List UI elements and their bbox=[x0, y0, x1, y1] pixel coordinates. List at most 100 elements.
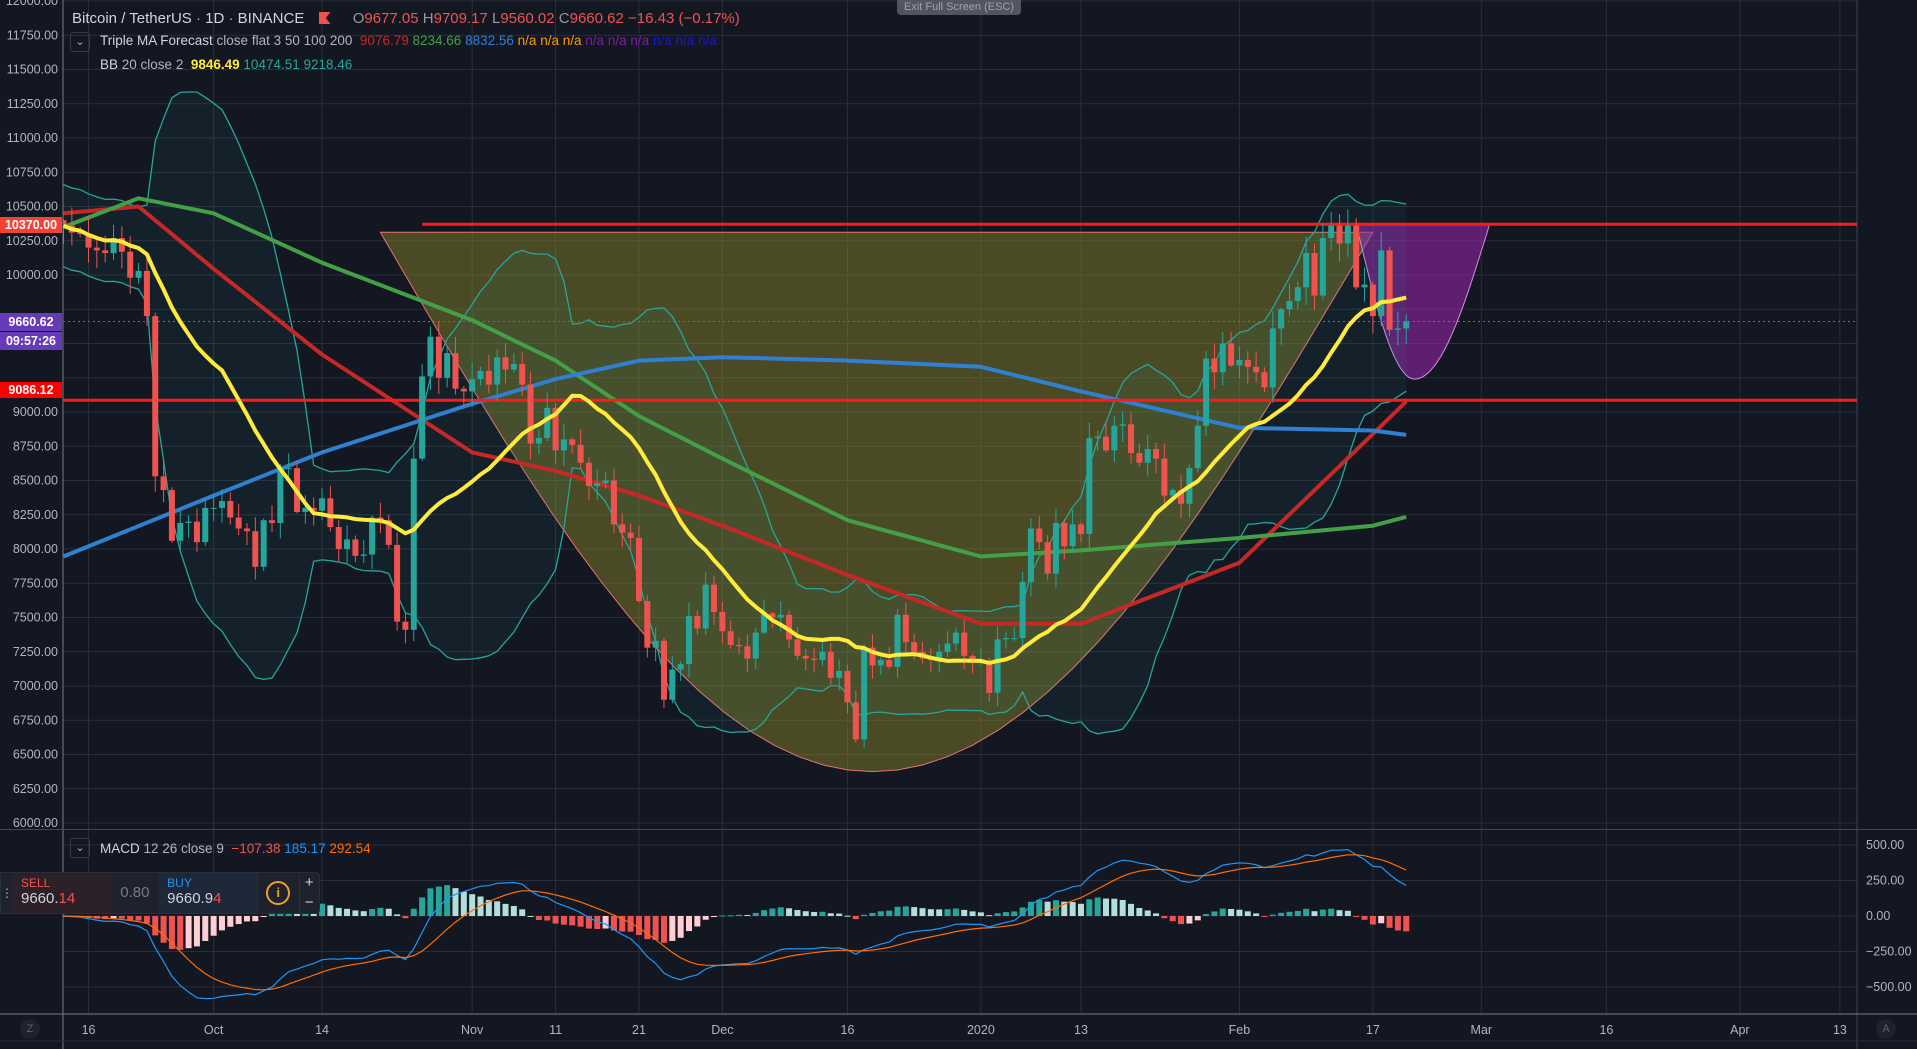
macd-histogram-bar bbox=[485, 899, 492, 916]
macd-histogram-bar bbox=[1236, 909, 1243, 916]
price-axis-tick: 10250.00 bbox=[6, 234, 58, 248]
macd-histogram-bar bbox=[852, 916, 859, 920]
interval[interactable]: 1D bbox=[205, 10, 225, 27]
price-axis-tick: 8000.00 bbox=[13, 542, 58, 556]
increase-button[interactable]: + bbox=[304, 874, 314, 891]
macd-histogram-bar bbox=[919, 908, 926, 916]
macd-histogram-bar bbox=[1403, 916, 1410, 932]
macd-histogram-bar bbox=[1128, 903, 1135, 916]
macd-histogram-bar bbox=[469, 894, 476, 916]
candle-body bbox=[302, 507, 309, 513]
time-axis-tick: Apr bbox=[1730, 1023, 1749, 1037]
macd-histogram-bar bbox=[1161, 916, 1168, 919]
macd-collapse-chevron-icon[interactable]: ⌄ bbox=[70, 838, 90, 858]
bb-legend[interactable]: BB 20 close 2 9846.49 10474.51 9218.46 bbox=[100, 57, 353, 72]
candle-body bbox=[1111, 425, 1118, 451]
price-axis-tick: 6000.00 bbox=[13, 816, 58, 830]
macd-histogram-bar bbox=[569, 916, 576, 926]
macd-histogram-bar bbox=[1044, 901, 1051, 916]
candle-body bbox=[652, 640, 659, 648]
candle-body bbox=[727, 631, 734, 645]
candle-body bbox=[1353, 225, 1360, 288]
macd-histogram-bar bbox=[510, 905, 517, 916]
macd-histogram-bar bbox=[652, 916, 659, 940]
macd-histogram-bar bbox=[335, 907, 342, 916]
macd-histogram-bar bbox=[602, 916, 609, 929]
price-axis-tick: 11000.00 bbox=[7, 131, 58, 145]
info-button[interactable]: i bbox=[256, 873, 299, 913]
candle-body bbox=[269, 520, 275, 523]
candle-body bbox=[677, 664, 684, 670]
candle-body bbox=[1261, 372, 1268, 388]
candle-body bbox=[1019, 581, 1026, 639]
macd-histogram-bar bbox=[1186, 916, 1193, 924]
macd-histogram-bar bbox=[911, 907, 918, 916]
macd-histogram-bar bbox=[610, 916, 617, 931]
candle-body bbox=[277, 468, 284, 523]
drag-handle-icon[interactable]: ⋮⋮ bbox=[1, 873, 25, 913]
flag-icon[interactable] bbox=[318, 12, 331, 24]
candle-body bbox=[369, 517, 376, 555]
macd-histogram-bar bbox=[168, 916, 175, 950]
candle-body bbox=[310, 507, 317, 511]
candle-body bbox=[460, 388, 467, 392]
macd-histogram-bar bbox=[677, 916, 684, 938]
macd-histogram-bar bbox=[786, 908, 793, 916]
candle-body bbox=[527, 384, 534, 444]
triple-ma-legend[interactable]: Triple MA Forecast close flat 3 50 100 2… bbox=[100, 33, 717, 48]
candle-body bbox=[427, 336, 434, 377]
cup-pattern bbox=[379, 231, 1374, 773]
time-axis-tick: 14 bbox=[315, 1023, 329, 1037]
macd-histogram-bar bbox=[594, 916, 601, 930]
macd-histogram-bar bbox=[1244, 911, 1251, 916]
macd-histogram-bar bbox=[1061, 901, 1068, 916]
candle-body bbox=[485, 370, 492, 385]
candle-body bbox=[402, 621, 409, 630]
candle-body bbox=[1286, 301, 1293, 310]
macd-histogram-bar bbox=[377, 907, 384, 916]
candle-body bbox=[469, 379, 476, 392]
macd-histogram-bar bbox=[1119, 899, 1126, 916]
macd-histogram-bar bbox=[585, 916, 592, 929]
candle-body bbox=[811, 658, 818, 660]
macd-histogram-bar bbox=[369, 909, 376, 916]
candle-body bbox=[1069, 524, 1076, 547]
auto-scale-left-button[interactable]: Z bbox=[20, 1019, 40, 1039]
candle-body bbox=[610, 480, 617, 525]
macd-histogram-bar bbox=[1228, 909, 1235, 916]
macd-histogram-bar bbox=[686, 916, 692, 932]
candle-body bbox=[152, 316, 159, 477]
sell-button[interactable]: SELL 9660.14 bbox=[13, 873, 111, 913]
buy-button[interactable]: BUY 9660.94 bbox=[159, 873, 257, 913]
macd-histogram-bar bbox=[102, 916, 109, 920]
bb-upper-band bbox=[63, 91, 1407, 613]
macd-histogram-bar bbox=[1069, 902, 1076, 916]
info-icon: i bbox=[266, 881, 291, 905]
exit-fullscreen-button[interactable]: Exit Full Screen (ESC) bbox=[897, 0, 1021, 15]
bb-lower-band bbox=[63, 266, 1407, 735]
macd-histogram-bar bbox=[660, 916, 667, 943]
macd-histogram-bar bbox=[727, 915, 734, 917]
time-axis-tick: 16 bbox=[841, 1023, 855, 1037]
auto-scale-right-button[interactable]: A bbox=[1876, 1019, 1896, 1039]
macd-histogram-bar bbox=[1303, 908, 1310, 916]
candle-body bbox=[936, 651, 943, 660]
price-axis-tick: 8750.00 bbox=[13, 439, 58, 453]
candle-body bbox=[602, 480, 609, 484]
candle-body bbox=[1211, 358, 1218, 373]
macd-histogram-bar bbox=[1361, 916, 1368, 920]
candle-body bbox=[519, 364, 526, 385]
candle-body bbox=[135, 270, 142, 278]
macd-histogram-bar bbox=[1094, 897, 1101, 916]
macd-histogram-bar bbox=[1219, 908, 1226, 916]
macd-histogram-bar bbox=[402, 916, 409, 919]
candle-body bbox=[961, 632, 968, 656]
macd-legend[interactable]: MACD 12 26 close 9 −107.38 185.17 292.54 bbox=[100, 841, 371, 856]
decrease-button[interactable]: − bbox=[304, 894, 314, 911]
symbol-name[interactable]: Bitcoin / TetherUS bbox=[72, 10, 192, 27]
candle-body bbox=[902, 614, 909, 643]
collapse-chevron-icon[interactable]: ⌄ bbox=[70, 32, 90, 52]
candle-body bbox=[260, 520, 267, 567]
candle-body bbox=[218, 501, 225, 508]
